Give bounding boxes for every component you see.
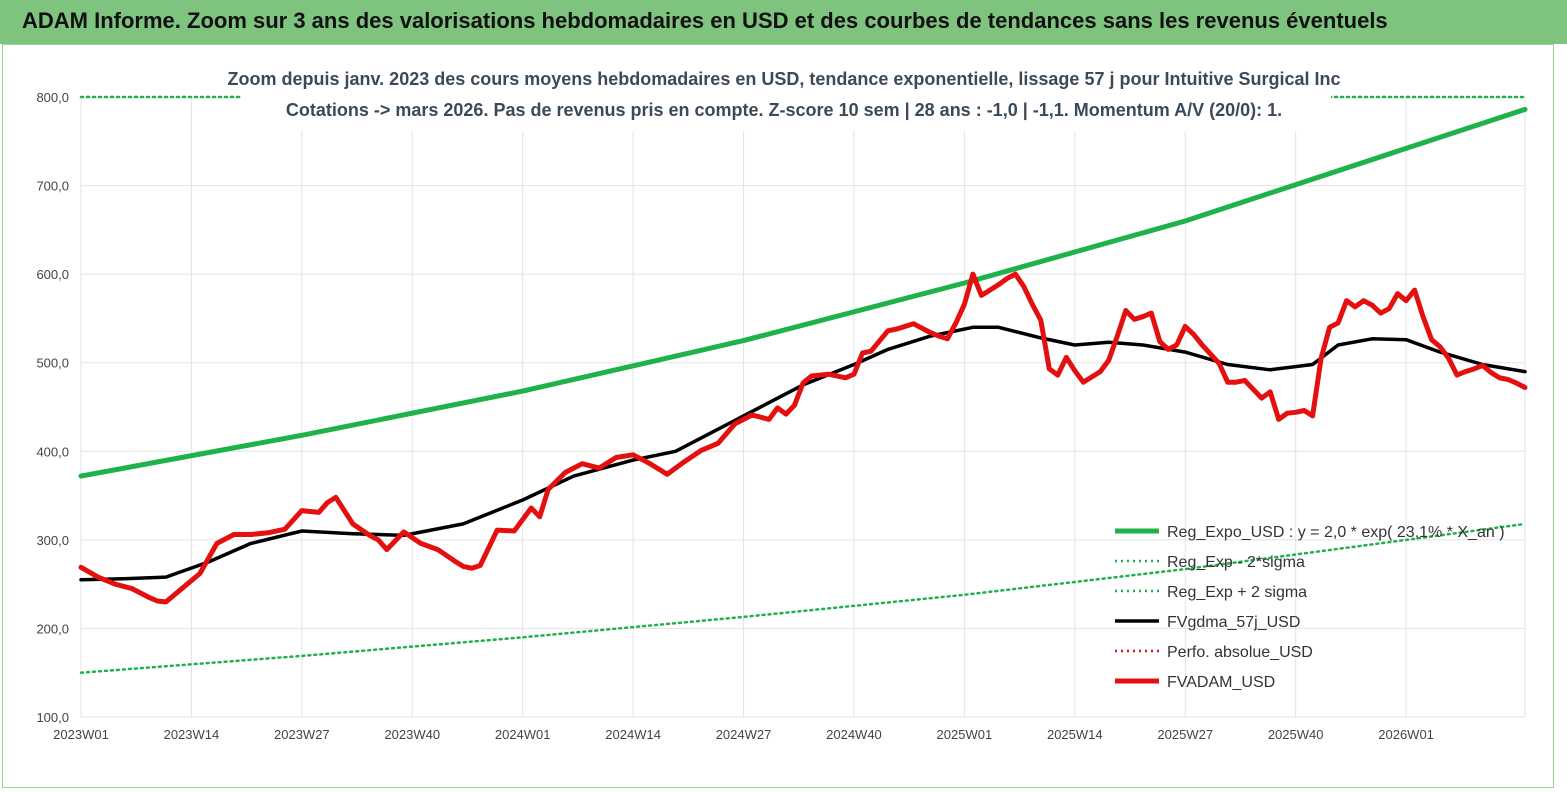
x-tick-label: 2024W14 [605,727,661,742]
legend-label-reg-exp-2-sigma: Reg_Exp + 2 sigma [1167,584,1307,601]
chart-frame: 100,0 200,0 300,0 400,0 500,0 600,0 700,0 800,0… [2,44,1554,788]
x-tick-label: 2024W27 [716,727,772,742]
x-tick-label: 2025W01 [937,727,993,742]
x-tick-label: 2025W27 [1157,727,1213,742]
y-tick-label: 400,0 [36,444,69,459]
x-tick-label: 2023W27 [274,727,330,742]
y-tick-label: 100,0 [36,710,69,725]
x-tick-label: 2023W14 [164,727,220,742]
series-line-fvgdma-57j-usd [79,325,1527,582]
chart-svg: 100,0 200,0 300,0 400,0 500,0 600,0 700,0 800,0… [36,57,1528,742]
y-tick-label: 700,0 [36,179,69,194]
x-tick-label: 2025W40 [1268,727,1324,742]
legend-layer: Reg_Expo_USD : y = 2,0 * exp( 23,1% * X_… [1115,524,1505,691]
legend-label-perfo-absolue-usd: Perfo. absolue_USD [1167,644,1313,661]
chart-title-line-1: Zoom depuis janv. 2023 des cours moyens … [228,69,1341,89]
axis-layer: 100,0 200,0 300,0 400,0 500,0 600,0 700,0 800,0… [36,90,1433,742]
title-layer: Zoom depuis janv. 2023 des cours moyens … [228,57,1341,131]
x-tick-label: 2023W40 [384,727,440,742]
grid-layer [80,96,1526,718]
chart-title-box [241,57,1331,131]
series-line-reg-expo-usd-y-2-0-exp-23-1-x-an [78,106,1528,479]
legend-label-fvgdma-57j-usd: FVgdma_57j_USD [1167,614,1300,631]
x-tick-label: 2026W01 [1378,727,1434,742]
legend-label-reg-exp-2-sigma: Reg_Exp - 2*sigma [1167,554,1305,571]
x-tick-label: 2024W01 [495,727,551,742]
series-layer [78,95,1528,674]
y-tick-label: 800,0 [36,90,69,105]
x-tick-label: 2025W14 [1047,727,1103,742]
legend-label-reg-expo-usd-y-2-0-exp-23-1-x-an: Reg_Expo_USD : y = 2,0 * exp( 23,1% * X_… [1167,524,1505,541]
chart-title-line-2: Cotations -> mars 2026. Pas de revenus p… [286,100,1282,120]
series-line-reg-exp-2-sigma [79,522,1527,674]
y-tick-label: 500,0 [36,356,69,371]
legend-label-fvadam-usd: FVADAM_USD [1167,674,1275,691]
y-tick-label: 600,0 [36,267,69,282]
y-tick-label: 200,0 [36,621,69,636]
y-tick-label: 300,0 [36,533,69,548]
x-tick-label: 2024W40 [826,727,882,742]
series-line-fvadam-usd [78,271,1528,605]
x-tick-label: 2023W01 [53,727,109,742]
report-banner-title: ADAM Informe. Zoom sur 3 ans des valoris… [0,0,1567,44]
